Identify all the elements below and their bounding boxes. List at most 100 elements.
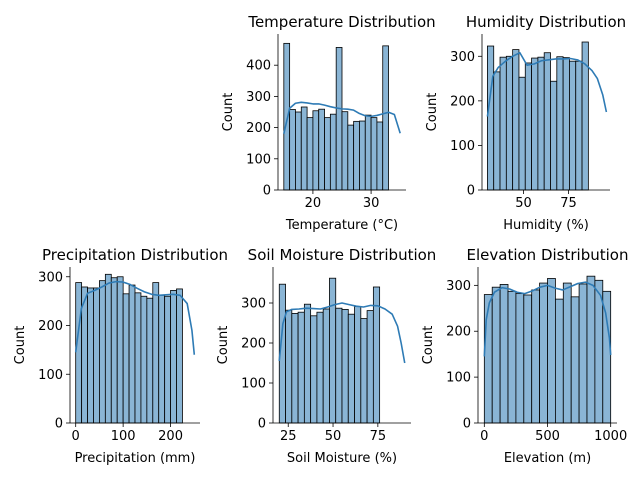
histogram-bar	[146, 297, 154, 424]
histogram-bar	[359, 120, 366, 191]
histogram-bar	[99, 280, 106, 424]
histogram-bar	[547, 278, 556, 424]
x-tick-label: 75	[370, 429, 387, 444]
histogram-bar	[335, 47, 343, 191]
histogram-bar	[550, 80, 558, 191]
histogram-bar	[297, 311, 305, 424]
x-tick-label: 500	[535, 429, 560, 444]
histogram-bar	[499, 284, 509, 424]
histogram-bar	[543, 52, 551, 191]
y-axis-label: Count	[421, 326, 436, 365]
x-tick-label: 0	[72, 429, 80, 444]
y-tick-label: 100	[241, 377, 266, 392]
histogram-bar	[93, 287, 100, 424]
y-tick-label: 300	[246, 90, 271, 105]
histogram-bar	[539, 282, 548, 424]
histogram-bar	[300, 106, 308, 191]
x-tick-label: 25	[280, 429, 297, 444]
y-tick-label: 0	[258, 417, 266, 432]
histogram-bar	[116, 276, 124, 424]
histogram-bar	[523, 294, 533, 424]
kde-line	[486, 51, 608, 117]
x-tick-label: 100	[111, 429, 136, 444]
kde-line	[278, 302, 406, 364]
x-axis-label: Elevation (m)	[504, 451, 591, 466]
x-tick-label: 30	[363, 196, 380, 211]
y-tick-label: 300	[38, 270, 63, 285]
subplot-2: 0 100 200 0 100 200 300 Precipitation Distribut…	[13, 246, 228, 466]
histogram-bar	[347, 313, 355, 424]
y-axis-label: Count	[13, 326, 28, 365]
histogram-bar	[531, 57, 539, 191]
x-axis-label: Humidity (%)	[503, 218, 589, 233]
histogram-bar	[283, 42, 291, 191]
y-tick-label: 200	[38, 319, 63, 334]
chart-title: Temperature Distribution	[247, 13, 435, 31]
x-axis-label: Soil Moisture (%)	[287, 451, 397, 466]
histogram-bar	[505, 55, 514, 191]
histogram-bar	[562, 282, 572, 424]
histogram-bar	[376, 121, 384, 191]
histogram-bar	[353, 120, 360, 191]
y-tick-label: 100	[38, 368, 63, 383]
histogram-bar	[518, 76, 526, 191]
histogram-bar	[285, 309, 293, 424]
subplot-4: 0 500 1000 0 100 200 300 Elevation Distribution…	[421, 246, 628, 466]
x-tick-label: 50	[325, 429, 342, 444]
histogram-bar	[569, 60, 577, 191]
histogram-bar	[341, 308, 349, 424]
chart-title: Precipitation Distribution	[42, 246, 228, 264]
histogram-bar	[122, 293, 130, 424]
histogram-bar	[341, 111, 349, 191]
histogram-bar	[531, 289, 541, 424]
histogram-bar	[556, 56, 564, 191]
histogram-bar	[487, 45, 495, 191]
histogram-bar	[562, 57, 570, 191]
histogram-bar	[507, 290, 517, 424]
histogram-bar	[306, 117, 314, 191]
x-axis-label: Temperature (°C)	[285, 218, 398, 233]
kde-line	[74, 280, 196, 355]
histogram-bar	[110, 277, 118, 424]
histogram-bar	[134, 292, 142, 424]
x-axis-label: Precipitation (mm)	[75, 451, 196, 466]
histogram-bar	[335, 307, 343, 424]
histogram-bar	[575, 60, 583, 191]
y-tick-label: 0	[463, 417, 471, 432]
histogram-bar	[289, 109, 296, 191]
histogram-bar	[382, 45, 389, 191]
subplot-1: 50 75 0 100 200 300 Humidity Distribution Humid…	[425, 13, 626, 233]
y-tick-label: 300	[450, 50, 475, 65]
histogram-bar	[164, 295, 171, 424]
histogram-bar	[372, 286, 381, 424]
histogram-bar	[493, 71, 501, 191]
x-tick-label: 200	[158, 429, 183, 444]
histogram-bar	[322, 308, 330, 424]
y-axis-label: Count	[425, 93, 440, 132]
y-tick-label: 0	[263, 184, 271, 199]
y-tick-label: 400	[246, 59, 271, 74]
histogram-bar	[370, 117, 378, 191]
histogram-bar	[512, 49, 520, 191]
histogram-bar	[87, 287, 94, 424]
chart-title: Humidity Distribution	[466, 13, 626, 31]
y-tick-label: 300	[446, 279, 471, 294]
y-tick-label: 200	[450, 94, 475, 109]
histogram-bar	[176, 288, 183, 424]
histogram-bar	[578, 283, 588, 424]
histogram-bar	[310, 315, 318, 424]
histogram-bar	[291, 312, 299, 424]
histogram-bar	[318, 108, 325, 191]
histogram-bar	[537, 56, 545, 191]
histogram-bar	[366, 310, 374, 424]
kde-line	[283, 101, 401, 135]
y-tick-label: 100	[446, 371, 471, 386]
x-tick-label: 50	[515, 196, 532, 211]
y-tick-label: 200	[246, 121, 271, 136]
histogram-bar	[364, 114, 372, 191]
histogram-bar	[354, 306, 362, 424]
x-tick-label: 0	[480, 429, 488, 444]
histogram-bar	[104, 273, 112, 424]
y-tick-label: 200	[446, 325, 471, 340]
